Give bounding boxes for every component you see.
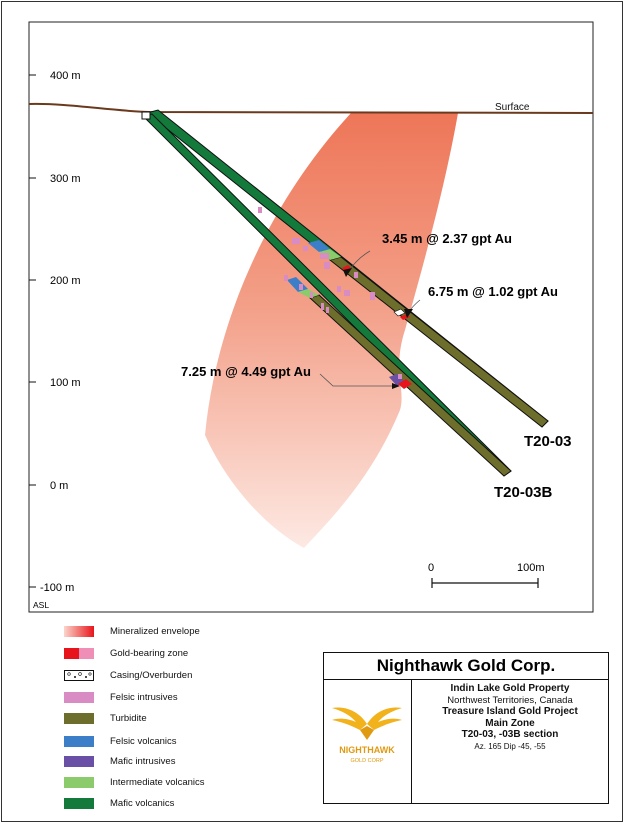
drillhole-t20-03b [142,113,512,477]
legend-item: Gold-bearing zone [64,646,188,660]
legend-item: Felsic volcanics [64,734,177,748]
legend-label: Mineralized envelope [110,625,200,637]
ground-surface-line [28,102,594,114]
project-name: Treasure Island Gold Project [442,706,578,717]
legend-swatch [64,691,94,703]
legend-item: Mafic intrusives [64,754,175,768]
legend-swatch [64,735,94,747]
felsic-intrusive-marks [258,207,402,379]
section-frame [28,21,594,613]
legend-item: Mafic volcanics [64,796,174,810]
hawk-logo-icon: NIGHTHAWK GOLD CORP [332,707,402,764]
elevation-label: 100 m [50,377,81,389]
company-name: Nighthawk Gold Corp. [324,653,608,680]
legend-item: Turbidite [64,711,147,725]
legend-swatch [64,797,94,809]
logo-subtitle: GOLD CORP [350,758,383,764]
legend-swatch [64,776,94,788]
intercept-arrow [404,309,413,318]
legend-swatch [64,669,94,681]
mineralized-envelope [205,113,458,548]
legend-item: Intermediate volcanics [64,775,205,789]
section-name: T20-03, -03B section [461,729,559,740]
company-logo: NIGHTHAWK GOLD CORP [324,680,412,803]
property-name: Indin Lake Gold Property [450,683,570,694]
legend-swatch [64,625,94,637]
legend-swatch [64,647,94,659]
elevation-label: 0 m [50,480,68,492]
intercept-arrow [343,268,352,277]
intercept-label-3: 7.25 m @ 4.49 gpt Au [181,364,311,379]
legend-item: Felsic intrusives [64,690,178,704]
scale-bar: 0 100m [428,562,545,588]
elevation-label: 400 m [50,70,81,82]
legend-item: Casing/Overburden [64,668,192,682]
legend-item: Mineralized envelope [64,624,200,638]
legend-label: Mafic volcanics [110,797,175,809]
legend-label: Felsic intrusives [110,691,178,703]
title-block: Nighthawk Gold Corp. NIGHTHAWK GOLD CORP… [323,652,609,804]
zone-name: Main Zone [485,717,535,729]
property-location: Northwest Territories, Canada [447,694,573,706]
elevation-label: 200 m [50,275,81,287]
legend-label: Gold-bearing zone [110,647,189,659]
legend-swatch [64,755,94,767]
elevation-label: -100 m [40,582,74,594]
elevation-axis: 400 m 300 m 200 m 100 m 0 m -100 m ASL [29,70,81,610]
surface-label: Surface [495,102,530,113]
legend-label: Mafic intrusives [110,755,176,767]
datum-label: ASL [33,600,49,610]
section-orientation: Az. 165 Dip -45, -55 [474,741,546,751]
legend-label: Casing/Overburden [110,669,193,681]
title-info: Indin Lake Gold Property Northwest Terri… [412,683,608,752]
scale-start-label: 0 [428,562,434,574]
logo-wordmark: NIGHTHAWK [339,745,395,755]
legend-label: Felsic volcanics [110,735,177,747]
elevation-label: 300 m [50,173,81,185]
legend-label: Turbidite [110,712,147,724]
drillhole-label-t20-03: T20-03 [524,433,572,450]
intercept-arrow [392,383,400,389]
casing-collar [141,111,151,120]
intercept-label-2: 6.75 m @ 1.02 gpt Au [428,284,558,299]
legend-label: Intermediate volcanics [110,776,205,788]
drillhole-label-t20-03b: T20-03B [494,484,553,501]
legend-swatch [64,712,94,724]
casing-pattern-icon [67,671,92,678]
scale-end-label: 100m [517,562,545,574]
intercept-label-1: 3.45 m @ 2.37 gpt Au [382,231,512,246]
drillhole-t20-03 [145,109,549,428]
